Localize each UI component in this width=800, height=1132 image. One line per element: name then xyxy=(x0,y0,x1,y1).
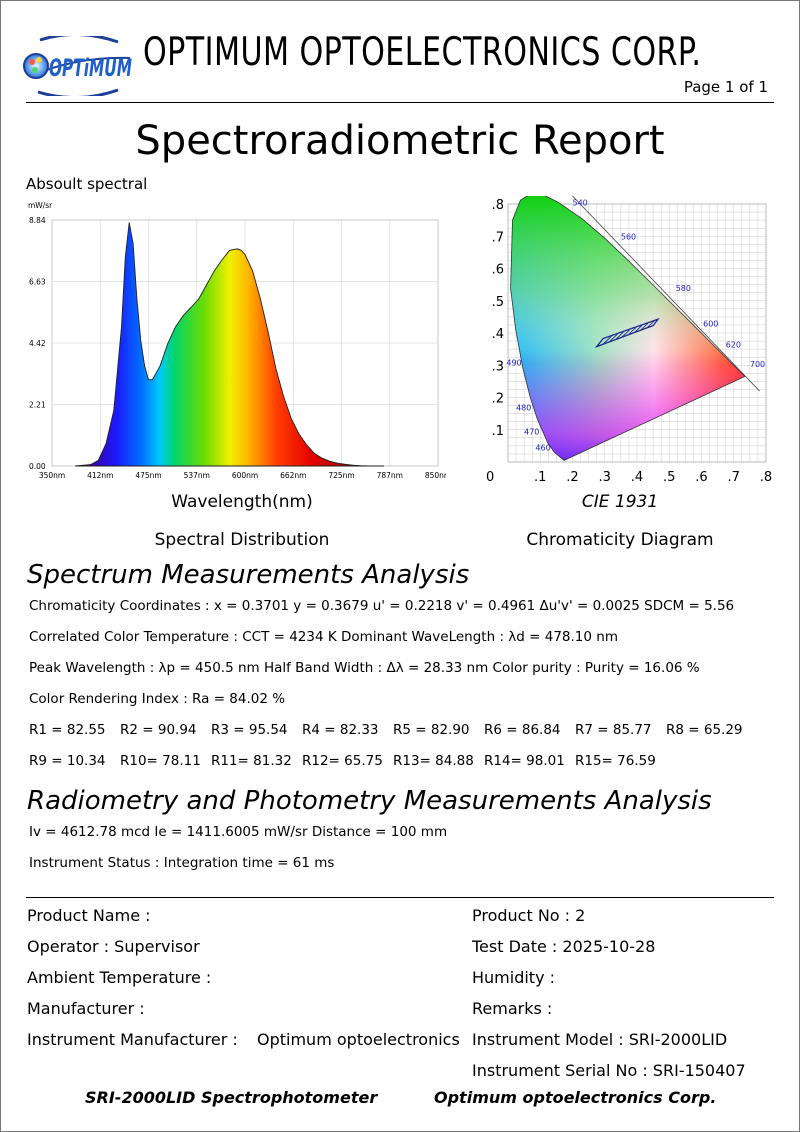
r-value: R2 = 90.94 xyxy=(120,722,197,738)
operator: Operator : Supervisor xyxy=(27,937,200,956)
r-value: R14= 98.01 xyxy=(484,753,565,769)
cri-line: Color Rendering Index : Ra = 84.02 % xyxy=(29,691,286,707)
intensity-line: Iv = 4612.78 mcd Ie = 1411.6005 mW/sr Di… xyxy=(29,824,448,840)
spectrum-x-tick: 412nm xyxy=(87,471,113,480)
analysis-heading: Spectrum Measurements Analysis xyxy=(27,560,470,590)
info-divider xyxy=(26,897,774,898)
chromaticity-line: Chromaticity Coordinates : x = 0.3701 y … xyxy=(29,598,735,614)
product-name: Product Name : xyxy=(27,906,151,925)
r-value: R10= 78.11 xyxy=(120,753,201,769)
cie-y-tick: .1 xyxy=(492,424,504,439)
instrument-manufacturer-value: Optimum optoelectronics xyxy=(257,1030,460,1049)
r-value: R9 = 10.34 xyxy=(29,753,106,769)
cie-wavelength-label: 480 xyxy=(516,403,531,412)
cie-wavelength-label: 540 xyxy=(573,199,588,208)
r-value: R3 = 95.54 xyxy=(211,722,288,738)
cie-y-tick: .2 xyxy=(492,392,504,407)
cie-x-tick: .6 xyxy=(695,470,707,485)
cie-y-tick: .5 xyxy=(492,295,504,310)
cie-x-tick: .8 xyxy=(760,470,772,485)
spectrum-x-tick: 725nm xyxy=(328,471,354,480)
spectrum-chart: mW/sr 0.00 2.21 4.42 6.63 8.84 350nm 412nm 475… xyxy=(28,201,446,480)
cie-y-tick: .8 xyxy=(492,198,504,213)
spectrum-label: Absoult spectral xyxy=(26,175,148,193)
spectrum-x-tick: 787nm xyxy=(377,471,403,480)
spectrum-x-tick: 600nm xyxy=(232,471,258,480)
cie-y-tick: .7 xyxy=(492,230,504,245)
remarks: Remarks : xyxy=(472,999,553,1018)
instrument-manufacturer-label: Instrument Manufacturer : xyxy=(27,1030,238,1049)
r-value: R8 = 65.29 xyxy=(666,722,743,738)
cie-x-axis-label: CIE 1931 xyxy=(581,492,659,512)
spectrum-unit: mW/sr xyxy=(28,201,53,210)
cie-y-tick: .3 xyxy=(492,359,504,374)
cie-caption: Chromaticity Diagram xyxy=(526,530,714,550)
radiometry-heading: Radiometry and Photometry Measurements A… xyxy=(27,786,712,816)
cie-diagram: 520540560580600620700490480470460 0.1.2.… xyxy=(486,196,772,485)
cie-y-tick: .4 xyxy=(492,327,504,342)
cie-x-tick: .5 xyxy=(663,470,675,485)
cie-x-tick: .7 xyxy=(728,470,740,485)
header-divider xyxy=(26,102,774,103)
r-value: R6 = 86.84 xyxy=(484,722,561,738)
spectrum-y-tick: 0.00 xyxy=(29,462,46,471)
ambient-temperature: Ambient Temperature : xyxy=(27,968,212,987)
report-title: Spectroradiometric Report xyxy=(135,118,665,164)
spectrum-y-tick: 8.84 xyxy=(29,216,46,225)
peak-wavelength-line: Peak Wavelength : λp = 450.5 nm Half Ban… xyxy=(29,660,700,676)
r-value: R5 = 82.90 xyxy=(393,722,470,738)
r-value: R1 = 82.55 xyxy=(29,722,106,738)
spectrum-y-tick: 2.21 xyxy=(29,401,46,410)
spectrum-caption: Spectral Distribution xyxy=(154,530,330,550)
spectrum-x-tick: 850nm xyxy=(425,471,446,480)
cie-wavelength-label: 620 xyxy=(726,341,741,350)
company-logo: OPTiMUM xyxy=(23,36,132,96)
r-value: R13= 84.88 xyxy=(393,753,474,769)
r-value: R15= 76.59 xyxy=(575,753,656,769)
manufacturer: Manufacturer : xyxy=(27,999,145,1018)
cie-wavelength-label: 470 xyxy=(524,428,539,437)
cie-wavelength-label: 580 xyxy=(676,284,691,293)
r-value: R7 = 85.77 xyxy=(575,722,652,738)
spectrum-y-tick: 6.63 xyxy=(29,278,46,287)
spectrum-x-tick: 475nm xyxy=(135,471,161,480)
spectrum-curve xyxy=(75,222,384,467)
spectrum-y-tick: 4.42 xyxy=(29,339,46,348)
instrument-model: Instrument Model : SRI-2000LID xyxy=(472,1030,728,1049)
product-no: Product No : 2 xyxy=(472,906,586,925)
spectrum-x-tick: 662nm xyxy=(280,471,306,480)
footer-instrument: SRI-2000LID Spectrophotometer xyxy=(85,1088,378,1107)
spectrum-x-tick: 350nm xyxy=(39,471,65,480)
instrument-serial: Instrument Serial No : SRI-150407 xyxy=(472,1061,746,1080)
cie-wavelength-label: 490 xyxy=(506,358,521,367)
cie-x-tick: .3 xyxy=(599,470,611,485)
test-date: Test Date : 2025-10-28 xyxy=(472,937,656,956)
cie-wavelength-label: 700 xyxy=(750,360,765,369)
instrument-status-line: Instrument Status : Integration time = 6… xyxy=(29,855,335,871)
spectrum-x-axis-label: Wavelength(nm) xyxy=(171,492,313,512)
footer-company: Optimum optoelectronics Corp. xyxy=(434,1088,717,1107)
company-name: OPTIMUM OPTOELECTRONICS CORP. xyxy=(143,30,702,75)
spectrum-x-tick: 537nm xyxy=(184,471,210,480)
cie-x-tick: .1 xyxy=(534,470,546,485)
logo-text: OPTiMUM xyxy=(49,54,132,82)
cie-wavelength-label: 600 xyxy=(703,320,718,329)
cie-wavelength-label: 560 xyxy=(621,232,636,241)
cie-y-tick: .6 xyxy=(492,263,504,278)
r-value: R4 = 82.33 xyxy=(302,722,379,738)
humidity: Humidity : xyxy=(472,968,556,987)
cie-x-tick: 0 xyxy=(486,470,494,485)
r-value: R11= 81.32 xyxy=(211,753,292,769)
cie-x-tick: .4 xyxy=(631,470,643,485)
r-value: R12= 65.75 xyxy=(302,753,383,769)
cie-x-tick: .2 xyxy=(566,470,578,485)
page-number: Page 1 of 1 xyxy=(683,78,768,96)
cct-line: Correlated Color Temperature : CCT = 423… xyxy=(29,629,618,645)
cie-wavelength-label: 460 xyxy=(535,444,550,453)
